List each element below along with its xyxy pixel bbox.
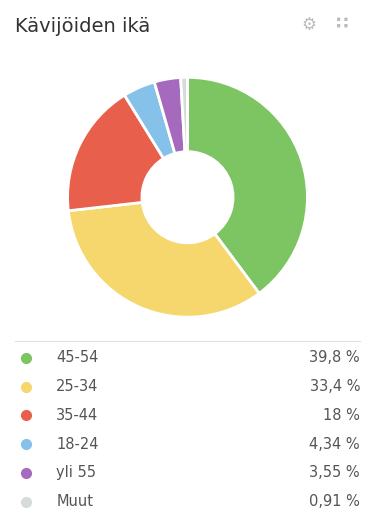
Wedge shape xyxy=(68,203,259,317)
Text: Muut: Muut xyxy=(56,494,93,509)
Wedge shape xyxy=(188,77,308,294)
Text: Kävijöiden ikä: Kävijöiden ikä xyxy=(15,17,150,36)
Text: 0,91 %: 0,91 % xyxy=(309,494,360,509)
Text: ⚙: ⚙ xyxy=(302,16,317,34)
Wedge shape xyxy=(68,95,164,211)
Wedge shape xyxy=(154,77,185,154)
Text: 4,34 %: 4,34 % xyxy=(309,437,360,452)
Text: 18-24: 18-24 xyxy=(56,437,99,452)
Text: 18 %: 18 % xyxy=(323,408,360,423)
Text: 3,55 %: 3,55 % xyxy=(309,466,360,480)
Text: ∷: ∷ xyxy=(336,15,348,33)
Text: 33,4 %: 33,4 % xyxy=(309,379,360,394)
Text: yli 55: yli 55 xyxy=(56,466,96,480)
Text: 45-54: 45-54 xyxy=(56,350,99,366)
Wedge shape xyxy=(124,82,175,158)
Text: 39,8 %: 39,8 % xyxy=(309,350,360,366)
Wedge shape xyxy=(181,77,188,152)
Text: 25-34: 25-34 xyxy=(56,379,99,394)
Text: 35-44: 35-44 xyxy=(56,408,99,423)
